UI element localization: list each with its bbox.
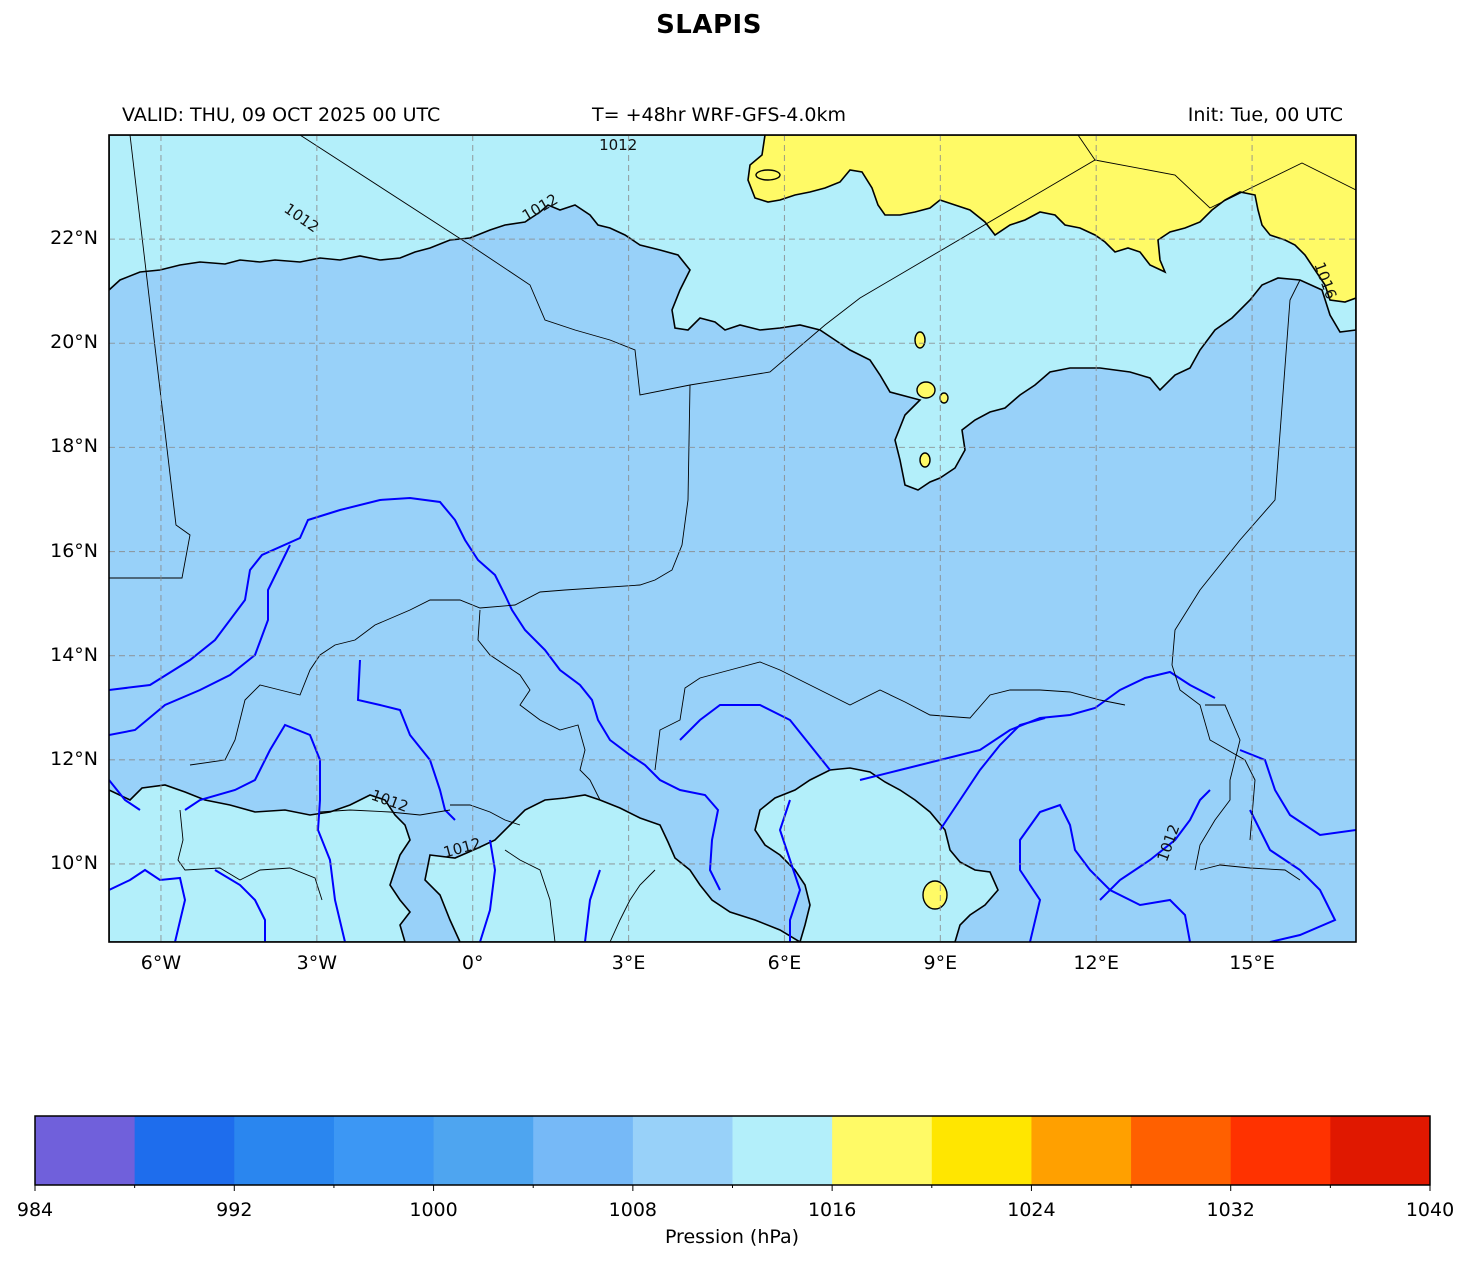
border <box>654 661 1126 771</box>
border <box>1077 135 1096 161</box>
pressure-cell-high <box>919 452 931 468</box>
colorbar-swatch <box>1330 1116 1431 1185</box>
map-title: SLAPIS <box>656 10 762 40</box>
isobar <box>584 869 601 942</box>
longitude-label: 9°E <box>923 952 958 974</box>
pressure-cell-high <box>914 331 926 349</box>
border <box>177 809 323 901</box>
border <box>319 809 451 816</box>
init-time-label: Init: Tue, 00 UTC <box>1187 104 1343 126</box>
colorbar-swatch <box>732 1116 833 1185</box>
border <box>189 384 691 766</box>
isobar <box>479 839 497 942</box>
pressure-band-1012-1016-north <box>109 135 1356 491</box>
map-frame <box>108 134 1357 943</box>
model-run-label: T= +48hr WRF-GFS-4.0km <box>592 104 846 126</box>
pressure-cell-high <box>922 880 948 910</box>
longitude-label: 12°E <box>1073 952 1120 974</box>
longitude-label: 3°E <box>611 952 646 974</box>
pressure-band-1012-1016-south-central <box>424 794 802 942</box>
isobar <box>1099 789 1211 901</box>
latitude-label: 10°N <box>50 851 98 874</box>
colorbar-tick-label: 1000 <box>409 1199 458 1221</box>
border <box>477 609 601 801</box>
isobar <box>939 717 1046 831</box>
colorbar-swatch <box>533 1116 634 1185</box>
pressure-band-1016-1020-north <box>747 135 1356 303</box>
colorbar-swatch <box>134 1116 235 1185</box>
colorbar-swatch <box>234 1116 335 1185</box>
border <box>609 869 656 942</box>
isobar <box>109 868 187 942</box>
pressure-cell-high <box>755 169 781 181</box>
valid-time-label: VALID: THU, 09 OCT 2025 00 UTC <box>122 104 441 126</box>
longitude-label: 6°W <box>140 952 182 974</box>
colorbar-tick-label: 1032 <box>1206 1199 1255 1221</box>
gridlines <box>109 135 1356 942</box>
colorbar-swatch <box>433 1116 534 1185</box>
colorbar-swatch <box>632 1116 733 1185</box>
longitude-label: 0° <box>461 952 484 974</box>
colorbar-title: Pression (hPa) <box>664 1226 800 1248</box>
border <box>450 804 521 826</box>
isobar <box>214 869 266 942</box>
isobar <box>109 496 721 891</box>
colorbar-swatch <box>35 1116 136 1185</box>
colorbar-swatch <box>1131 1116 1232 1185</box>
longitude-label: 15°E <box>1229 952 1275 974</box>
border <box>504 849 556 942</box>
isobar <box>109 779 141 811</box>
colorbar-tick-label: 1040 <box>1405 1199 1455 1221</box>
colorbar-swatch <box>1230 1116 1331 1185</box>
isobar <box>1249 809 1337 942</box>
colorbar-tick-label: 1016 <box>807 1199 857 1221</box>
colorbar-swatch <box>832 1116 933 1185</box>
colorbar-swatch <box>1031 1116 1132 1185</box>
colorbar-swatch <box>333 1116 435 1185</box>
latitude-label: 14°N <box>50 643 98 666</box>
isobar <box>184 723 346 942</box>
isobar <box>679 704 831 771</box>
colorbar <box>34 1115 1431 1191</box>
colorbar-tick-label: 984 <box>16 1199 54 1221</box>
latitude-label: 16°N <box>50 539 98 562</box>
isobar <box>1239 749 1356 837</box>
pressure-cell-high <box>939 392 949 404</box>
latitude-label: 18°N <box>50 435 98 458</box>
colorbar-tick-label: 992 <box>216 1199 253 1221</box>
longitude-label: 6°E <box>767 952 802 974</box>
colorbar-tick-label: 1008 <box>608 1199 658 1221</box>
isobar <box>1019 803 1191 942</box>
isobar <box>356 659 456 821</box>
map-fields <box>109 135 1356 942</box>
border <box>1194 704 1241 871</box>
latitude-label: 20°N <box>50 331 98 354</box>
latitude-label: 22°N <box>50 227 98 250</box>
colorbar-swatch <box>931 1116 1032 1185</box>
isobar <box>778 799 802 942</box>
pressure-cell-high <box>916 381 936 399</box>
latitude-label: 12°N <box>50 747 98 770</box>
border <box>1199 864 1301 881</box>
isobar-lines <box>109 496 1356 942</box>
colorbar-tick-label: 1024 <box>1007 1199 1056 1221</box>
isobar <box>109 544 291 736</box>
contour-label: 1012 <box>599 136 637 154</box>
longitude-label: 3°W <box>296 952 338 974</box>
